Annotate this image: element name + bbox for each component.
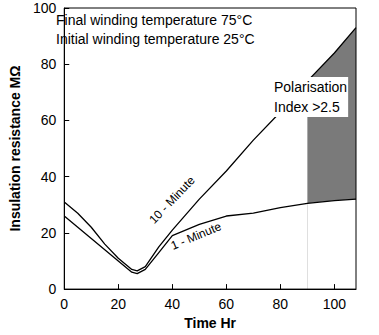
svg-text:80: 80 — [41, 56, 57, 72]
svg-text:40: 40 — [165, 296, 181, 312]
svg-text:80: 80 — [273, 296, 289, 312]
svg-text:Time Hr: Time Hr — [184, 315, 236, 331]
svg-text:Final winding temperature 75°C: Final winding temperature 75°C — [56, 12, 252, 28]
svg-text:Initial winding temperature 25: Initial winding temperature 25°C — [56, 31, 255, 47]
svg-text:60: 60 — [41, 112, 57, 128]
svg-text:0: 0 — [60, 296, 68, 312]
svg-text:Insulation resistance MΩ: Insulation resistance MΩ — [7, 66, 23, 232]
svg-text:20: 20 — [41, 225, 57, 241]
svg-text:1 - Minute: 1 - Minute — [169, 219, 224, 253]
svg-text:20: 20 — [110, 296, 126, 312]
svg-text:100: 100 — [33, 0, 57, 16]
svg-text:Polarisation: Polarisation — [274, 79, 347, 95]
svg-text:60: 60 — [219, 296, 235, 312]
svg-text:10 - Minute: 10 - Minute — [146, 173, 198, 226]
svg-text:0: 0 — [48, 281, 56, 297]
svg-text:100: 100 — [323, 296, 347, 312]
svg-text:40: 40 — [41, 169, 57, 185]
svg-text:Index >2.5: Index >2.5 — [274, 99, 340, 115]
